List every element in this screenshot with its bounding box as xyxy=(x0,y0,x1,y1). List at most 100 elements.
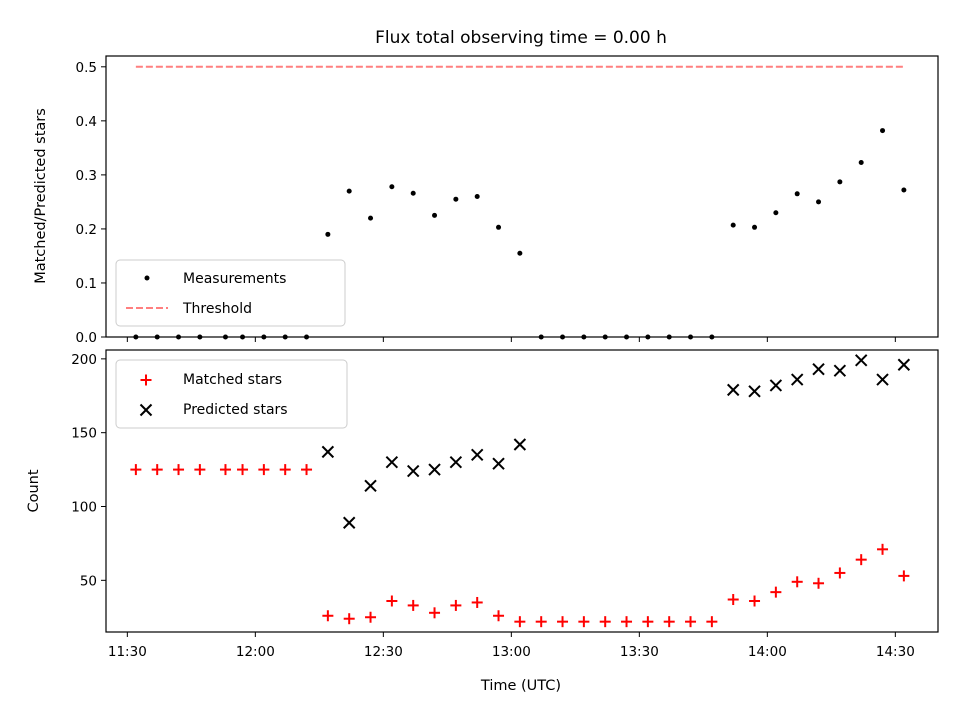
legend-plus-glyph xyxy=(140,374,152,386)
matched-star-point xyxy=(471,596,483,608)
predicted-star-point xyxy=(833,364,847,377)
measurement-point xyxy=(410,190,416,196)
measurement-point xyxy=(389,184,395,190)
matched-star-point xyxy=(898,570,910,582)
measurement-point xyxy=(432,212,438,218)
matched-star-point xyxy=(749,595,761,607)
predicted-star-point xyxy=(321,445,335,459)
matched-star-point xyxy=(173,464,185,476)
matched-star-point xyxy=(514,616,526,628)
predicted-star-point xyxy=(428,463,441,476)
legend-predicted-marker xyxy=(139,403,153,417)
matched-star-point xyxy=(407,599,419,611)
legend-predicted-label: Predicted stars xyxy=(183,402,288,418)
predicted-star-point xyxy=(769,379,783,392)
bottom-axes-frame xyxy=(105,349,939,633)
predicted-star-point xyxy=(342,516,356,529)
bottom-x-tick-label: 11:30 xyxy=(108,644,147,660)
bottom-legend-box xyxy=(115,359,348,429)
measurement-point xyxy=(773,210,779,216)
legend-measurements-label: Measurements xyxy=(183,271,286,287)
top-y-tick-label: 0.3 xyxy=(76,168,97,184)
measurement-point xyxy=(901,187,907,193)
predicted-star-point xyxy=(876,373,889,386)
predicted-star-point xyxy=(726,383,740,397)
x-axis-label: Time (UTC) xyxy=(480,678,561,694)
matched-star-point xyxy=(386,595,398,607)
bottom-legend: Matched stars Predicted stars xyxy=(115,359,348,429)
matched-star-point xyxy=(791,576,803,588)
bottom-y-tick-label: 150 xyxy=(71,426,97,442)
bottom-panel: 50 100 150 200 11:30 12:00 12:30 13:00 13:30 14:0… xyxy=(26,349,939,694)
matched-star-point xyxy=(258,464,270,476)
measurement-point xyxy=(453,196,459,202)
bottom-x-tick-label: 13:30 xyxy=(620,644,659,660)
matched-star-point xyxy=(578,616,590,628)
matched-star-point xyxy=(301,464,313,476)
legend-threshold-label: Threshold xyxy=(182,301,252,317)
top-y-tick-label: 0.4 xyxy=(76,114,97,130)
measurement-point xyxy=(730,222,736,228)
bottom-axes: 50 100 150 200 11:30 12:00 12:30 13:00 13:30 14:0… xyxy=(71,352,915,660)
predicted-star-point xyxy=(449,456,463,469)
matched-star-point xyxy=(365,611,377,623)
matched-star-point xyxy=(685,616,697,628)
bottom-y-tick-label: 100 xyxy=(71,500,97,516)
legend-matched-marker xyxy=(140,374,152,386)
top-legend-box xyxy=(115,259,346,327)
top-axes: 0.0 0.1 0.2 0.3 0.4 0.5 xyxy=(76,60,896,346)
measurement-point xyxy=(325,231,331,237)
matched-star-point xyxy=(770,586,782,598)
matched-star-point xyxy=(834,567,846,579)
measurement-point xyxy=(880,128,886,134)
top-panel: 0.0 0.1 0.2 0.3 0.4 0.5 Matched/Predicted sta… xyxy=(33,55,939,346)
top-legend: Measurements Threshold xyxy=(115,259,346,327)
top-axes-frame xyxy=(105,55,939,338)
matched-star-point xyxy=(343,613,355,625)
top-y-tick-label: 0.2 xyxy=(76,222,97,238)
bottom-x-tick-label: 14:30 xyxy=(876,644,915,660)
matched-star-point xyxy=(130,464,142,476)
bottom-x-tick-label: 13:00 xyxy=(492,644,531,660)
matched-star-point xyxy=(194,464,206,476)
measurement-point xyxy=(368,215,374,221)
measurement-point xyxy=(346,188,352,194)
matched-star-point xyxy=(219,464,231,476)
predicted-star-point xyxy=(897,358,911,371)
matched-star-point xyxy=(237,464,249,476)
measurement-point xyxy=(496,224,502,230)
matched-star-point xyxy=(450,599,462,611)
bottom-y-tick-label: 50 xyxy=(80,573,97,589)
matched-star-point xyxy=(813,577,825,589)
predicted-star-point xyxy=(470,448,484,462)
measurement-point xyxy=(752,224,758,230)
bottom-x-tick-label: 12:00 xyxy=(236,644,275,660)
bottom-y-tick-label: 200 xyxy=(71,352,97,368)
predicted-star-point xyxy=(854,354,868,367)
legend-x-glyph xyxy=(139,403,153,417)
matched-star-point xyxy=(279,464,291,476)
matched-star-point xyxy=(663,616,675,628)
matched-star-point xyxy=(642,616,654,628)
predicted-star-point xyxy=(364,479,377,493)
predicted-star-point xyxy=(492,457,505,470)
matched-star-point xyxy=(493,610,505,622)
matched-star-point xyxy=(706,616,718,628)
predicted-star-point xyxy=(406,464,420,478)
top-y-tick-label: 0.0 xyxy=(76,330,97,346)
measurement-point xyxy=(816,199,822,205)
predicted-star-point xyxy=(385,456,399,469)
top-y-tick-label: 0.1 xyxy=(76,276,97,292)
legend-measurements-marker xyxy=(144,275,150,281)
legend-matched-label: Matched stars xyxy=(183,372,282,388)
measurement-point xyxy=(794,191,800,197)
matched-star-point xyxy=(727,594,739,606)
matched-star-point xyxy=(599,616,611,628)
top-y-tick-label: 0.5 xyxy=(76,60,97,76)
matched-star-point xyxy=(855,554,867,566)
bottom-data-marks xyxy=(130,354,911,628)
predicted-star-point xyxy=(812,362,825,376)
predicted-star-point xyxy=(748,385,761,398)
matched-star-point xyxy=(429,607,441,619)
